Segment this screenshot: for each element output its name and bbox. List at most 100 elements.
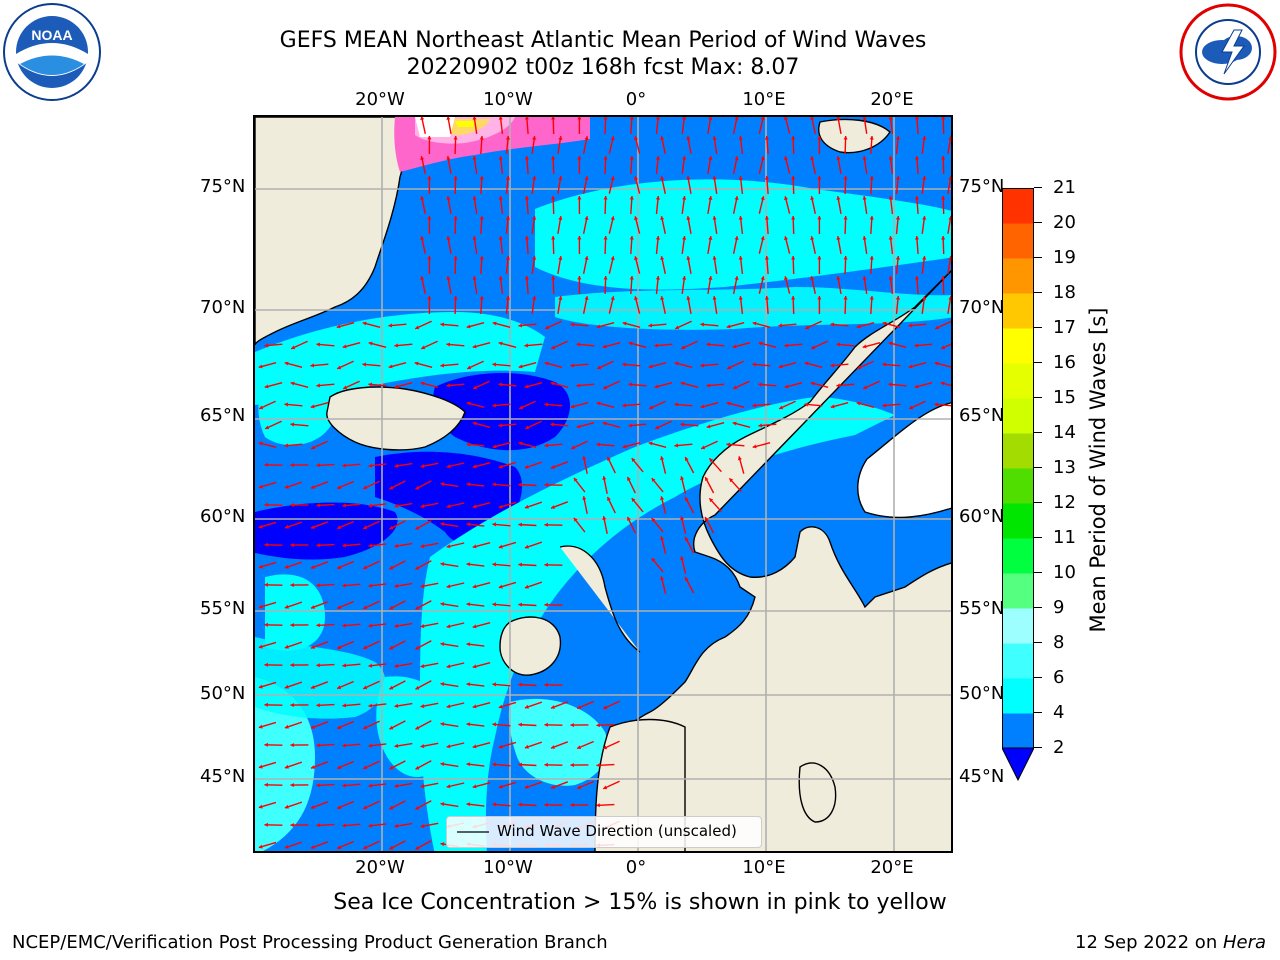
wind-wave-arrowhead [558, 296, 563, 300]
wind-wave-arrowhead [914, 117, 919, 120]
wind-wave-arrowhead [492, 321, 497, 326]
wind-wave-arrowhead [862, 344, 867, 349]
wind-wave-arrowhead [505, 176, 510, 180]
wind-wave-arrowhead [856, 324, 861, 329]
wind-wave-arrowhead [342, 463, 346, 468]
wind-wave-arrowhead [857, 365, 862, 370]
wind-wave-arrowhead [524, 196, 529, 200]
wind-wave-arrowhead [941, 156, 946, 160]
wind-wave-arrowhead [363, 565, 368, 570]
wind-wave-arrowhead [791, 136, 796, 140]
wind-wave-arrowhead [726, 324, 731, 329]
wind-wave-arrowhead [734, 117, 739, 120]
wind-wave-arrowhead [810, 156, 815, 160]
wind-wave-arrowhead [524, 276, 529, 280]
wind-wave-arrowhead [544, 722, 548, 727]
wind-wave-arrowhead [922, 176, 927, 180]
wind-wave-arrowhead [727, 365, 732, 370]
wind-wave-arrowhead [518, 482, 522, 487]
wind-wave-arrowhead [311, 445, 316, 450]
wind-wave-arrowhead [472, 664, 477, 669]
wind-wave-arrowhead [888, 117, 893, 120]
wind-wave-arrows [258, 117, 951, 850]
map-legend: Wind Wave Direction (unscaled) [446, 816, 762, 848]
wind-wave-arrowhead [316, 583, 320, 588]
wind-wave-arrowhead [895, 136, 900, 140]
wind-wave-arrowhead [682, 117, 687, 120]
wind-wave-arrowhead [712, 256, 717, 260]
wind-wave-arrowhead [705, 517, 709, 521]
wind-wave-arrowhead [337, 685, 342, 690]
wind-wave-arrowhead [550, 422, 554, 427]
lat-label-left-75n: 75°N [200, 176, 246, 197]
wind-wave-arrowhead [311, 845, 315, 849]
wind-wave-arrowhead [427, 216, 432, 220]
wind-wave-arrowhead [655, 425, 660, 430]
wind-wave-arrowhead [648, 323, 652, 328]
wind-wave-arrowhead [420, 196, 425, 200]
wind-wave-arrowhead [415, 645, 420, 650]
colorbar-segment [1002, 503, 1034, 539]
wind-wave-arrowhead [518, 562, 522, 567]
wind-wave-arrowhead [525, 425, 530, 430]
wind-wave-arrowhead [532, 136, 537, 140]
lon-label-bottom-0: 0° [625, 857, 647, 878]
wind-wave-arrowhead [440, 682, 445, 687]
wind-wave-arrowhead [830, 322, 834, 327]
wind-wave-arrowhead [343, 385, 348, 390]
wind-wave-arrow [604, 117, 607, 135]
wind-wave-arrowhead [758, 382, 762, 387]
wind-wave-arrowhead [420, 236, 425, 240]
wind-wave-arrowhead [634, 136, 638, 141]
wind-wave-arrowhead [629, 236, 634, 240]
wind-wave-arrowhead [394, 783, 399, 788]
wind-wave-arrowhead [934, 402, 938, 407]
wind-wave-arrowhead [363, 685, 368, 690]
wind-wave-arrowhead [675, 325, 680, 330]
wind-wave-arrowhead [284, 604, 289, 609]
wind-wave-arrowhead [708, 196, 713, 200]
wind-wave-arrowhead [551, 236, 556, 240]
wind-wave-arrowhead [701, 445, 706, 450]
wind-wave-arrowhead [607, 496, 611, 501]
wind-wave-arrowhead [544, 443, 548, 448]
wind-wave-arrowhead [914, 156, 919, 160]
wind-wave-arrowhead [368, 583, 373, 588]
wind-wave-arrowhead [472, 344, 477, 349]
wind-wave-arrowhead [415, 685, 420, 690]
wind-wave-arrowhead [577, 117, 582, 120]
wind-wave-arrowhead [472, 504, 477, 509]
wind-wave-arrowhead [291, 345, 296, 350]
wind-wave-arrowhead [948, 256, 951, 260]
wind-wave-arrowhead [389, 765, 394, 770]
wind-wave-arrowhead [389, 805, 394, 810]
colorbar-tick-label: 8 [1053, 632, 1065, 653]
wind-wave-arrowhead [363, 725, 368, 730]
wind-wave-arrowhead [394, 503, 399, 508]
wind-wave-arrowhead [914, 236, 919, 240]
wind-wave-arrowhead [446, 383, 450, 388]
wind-wave-arrowhead [686, 176, 691, 180]
wind-wave-arrowhead [524, 744, 529, 749]
wind-wave-arrowhead [290, 463, 294, 468]
wind-wave-arrowhead [479, 136, 484, 140]
wind-wave-arrowhead [888, 156, 893, 160]
wind-wave-arrowhead [856, 401, 861, 406]
wind-wave-arrowhead [368, 823, 373, 828]
wind-wave-arrowhead [862, 156, 867, 160]
wind-wave-arrowhead [784, 117, 788, 121]
wind-wave-arrowhead [655, 156, 660, 160]
wind-wave-arrowhead [394, 343, 398, 348]
wind-wave-arrowhead [576, 424, 581, 429]
wind-wave-arrowhead [342, 543, 346, 548]
wind-wave-arrowhead [394, 703, 399, 708]
wind-wave-arrowhead [264, 782, 268, 787]
wind-wave-arrowhead [577, 745, 582, 750]
wind-wave-arrowhead [498, 504, 503, 509]
wind-wave-arrowhead [472, 544, 477, 549]
wind-wave-arrowhead [394, 384, 399, 389]
wind-wave-arrowhead [472, 156, 477, 160]
wind-wave-arrowhead [948, 136, 951, 140]
wind-wave-arrowhead [895, 296, 900, 300]
legend-line-icon [457, 831, 489, 833]
